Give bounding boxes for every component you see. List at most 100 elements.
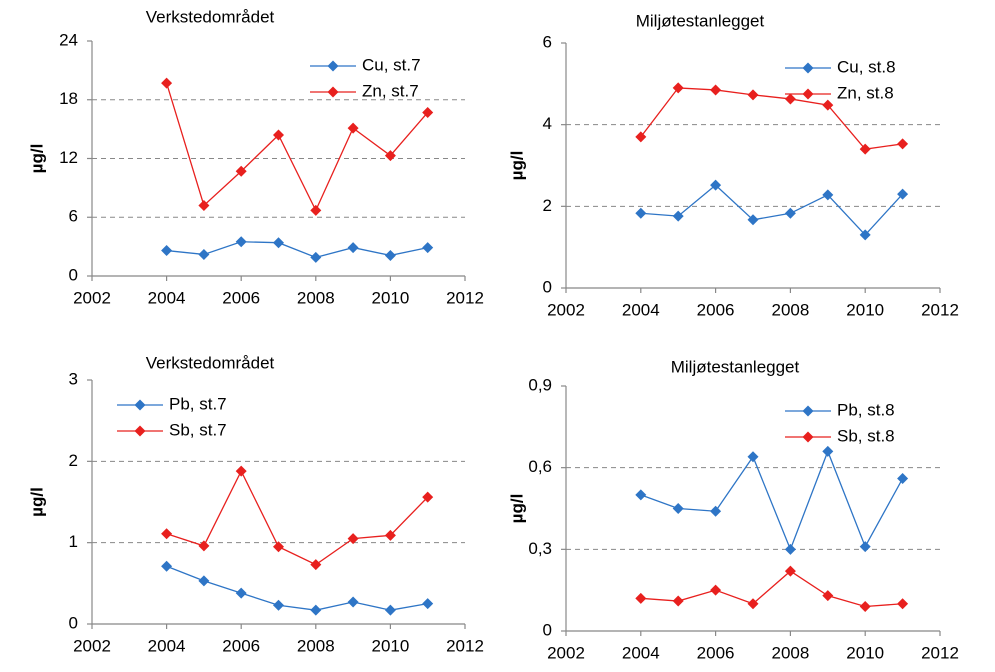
- legend-marker: [802, 62, 814, 74]
- y-tick-label: 6: [69, 207, 78, 226]
- marker: [710, 179, 722, 191]
- legend-label: Cu, st.8: [837, 57, 896, 76]
- series-line: [640, 570, 903, 608]
- marker: [897, 188, 909, 200]
- marker: [347, 596, 359, 608]
- y-tick-label: 3: [69, 369, 78, 388]
- marker: [347, 533, 359, 545]
- legend-label: Zn, st.7: [362, 81, 419, 100]
- y-tick-label: 0,3: [528, 539, 552, 558]
- marker: [384, 150, 396, 162]
- series-line: [640, 449, 904, 552]
- marker: [635, 489, 647, 501]
- x-tick-label: 2002: [547, 643, 585, 662]
- legend-label: Cu, st.7: [362, 55, 421, 74]
- marker: [422, 598, 434, 610]
- x-tick-label: 2008: [771, 300, 809, 319]
- marker: [672, 595, 684, 607]
- marker: [273, 129, 284, 141]
- marker: [273, 541, 284, 553]
- x-tick-label: 2002: [73, 636, 111, 655]
- marker: [747, 598, 759, 610]
- marker: [384, 529, 396, 541]
- y-axis-label: µg/l: [507, 151, 526, 181]
- marker: [897, 138, 909, 150]
- marker: [859, 143, 871, 155]
- marker: [422, 242, 434, 254]
- series-line: [640, 184, 904, 236]
- marker: [859, 601, 871, 612]
- x-tick-label: 2004: [622, 300, 660, 319]
- y-tick-label: 4: [543, 114, 552, 133]
- marker: [897, 473, 909, 485]
- y-axis-label: µg/l: [27, 487, 46, 517]
- marker: [672, 210, 684, 222]
- legend-label: Zn, st.8: [837, 83, 894, 102]
- marker: [784, 565, 796, 577]
- marker: [897, 598, 909, 610]
- marker: [347, 242, 359, 254]
- legend-label: Sb, st.7: [169, 420, 227, 439]
- marker: [784, 207, 796, 219]
- marker: [235, 587, 247, 599]
- chart-title: Verkstedområdet: [146, 353, 275, 372]
- marker: [310, 559, 322, 571]
- legend-marker: [134, 399, 146, 411]
- x-tick-label: 2008: [297, 288, 335, 307]
- marker: [822, 590, 834, 602]
- marker: [273, 599, 284, 611]
- x-tick-label: 2008: [771, 643, 809, 662]
- y-tick-label: 0,9: [528, 375, 552, 394]
- series-line: [166, 565, 428, 611]
- x-tick-label: 2012: [921, 300, 959, 319]
- legend-label: Pb, st.8: [837, 400, 895, 419]
- x-tick-label: 2004: [622, 643, 660, 662]
- y-tick-label: 0: [69, 613, 78, 632]
- y-axis-label: µg/l: [27, 144, 46, 174]
- legend-label: Sb, st.8: [837, 426, 895, 445]
- x-tick-label: 2010: [846, 643, 884, 662]
- y-axis-label: µg/l: [507, 494, 526, 524]
- x-tick-label: 2012: [446, 636, 484, 655]
- marker: [198, 575, 210, 587]
- marker: [161, 77, 173, 89]
- y-tick-label: 18: [59, 89, 78, 108]
- marker: [710, 505, 722, 517]
- marker: [198, 200, 210, 211]
- marker: [235, 236, 247, 248]
- legend-marker: [802, 88, 814, 100]
- marker: [422, 491, 434, 503]
- legend-marker: [134, 425, 146, 437]
- x-tick-label: 2006: [697, 300, 735, 319]
- series-line: [166, 469, 429, 566]
- y-tick-label: 0: [543, 277, 552, 296]
- marker: [672, 503, 684, 514]
- marker: [710, 84, 722, 96]
- x-tick-label: 2006: [697, 643, 735, 662]
- x-tick-label: 2004: [148, 288, 186, 307]
- marker: [747, 89, 759, 101]
- series-line: [165, 82, 429, 212]
- chart-title: Miljøtestanlegget: [671, 357, 800, 376]
- marker: [384, 604, 396, 616]
- x-tick-label: 2002: [547, 300, 585, 319]
- marker: [161, 560, 173, 572]
- y-tick-label: 6: [543, 32, 552, 51]
- legend-marker: [327, 86, 339, 98]
- marker: [310, 204, 322, 216]
- chart-title: Verkstedområdet: [146, 7, 275, 26]
- legend-marker: [327, 60, 339, 72]
- x-tick-label: 2012: [921, 643, 959, 662]
- x-tick-label: 2010: [371, 288, 409, 307]
- y-tick-label: 0,6: [528, 457, 552, 476]
- marker: [635, 592, 647, 604]
- y-tick-label: 12: [59, 148, 78, 167]
- marker: [161, 528, 173, 540]
- marker: [235, 165, 247, 177]
- x-tick-label: 2004: [148, 636, 186, 655]
- marker: [784, 93, 796, 105]
- marker: [161, 245, 173, 257]
- marker: [710, 584, 722, 596]
- y-tick-label: 0: [543, 620, 552, 639]
